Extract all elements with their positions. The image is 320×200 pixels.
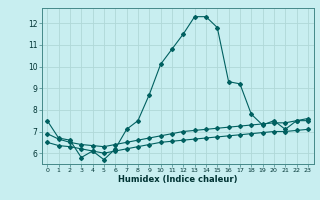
X-axis label: Humidex (Indice chaleur): Humidex (Indice chaleur) [118,175,237,184]
